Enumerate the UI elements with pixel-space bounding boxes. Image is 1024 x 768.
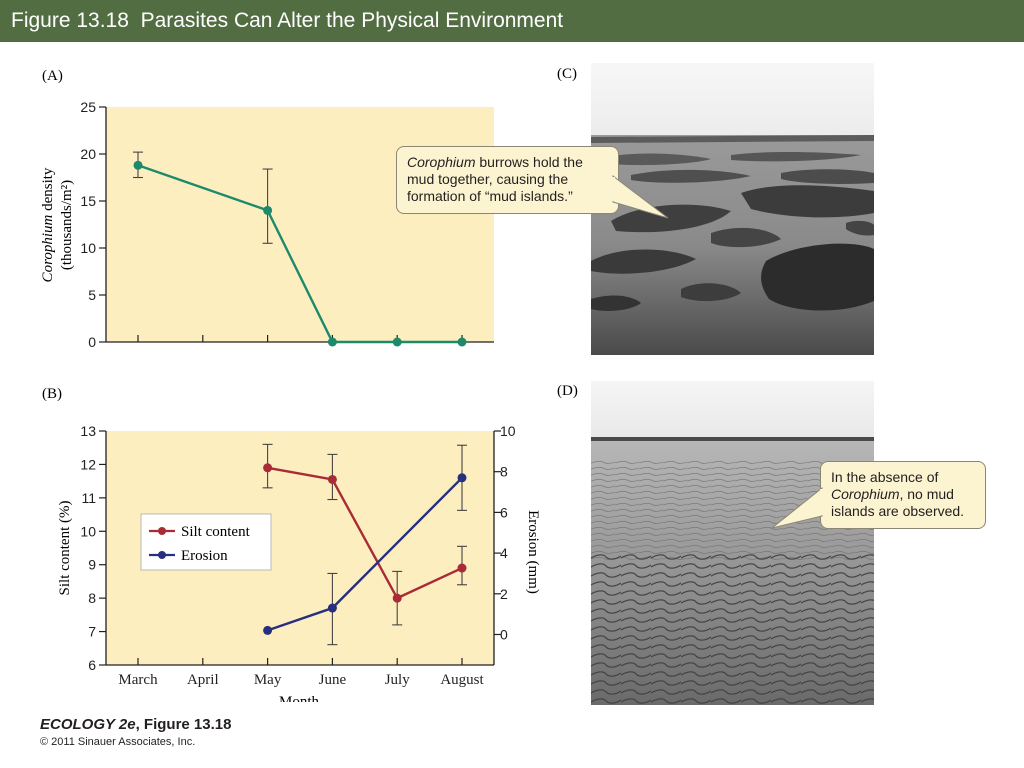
legend-erosion-marker <box>158 551 166 559</box>
chart-b-y2label: Erosion (mm) <box>525 510 541 594</box>
slide-title: Figure 13.18 Parasites Can Alter the Phy… <box>0 0 1024 42</box>
footer-book-italic: ECOLOGY 2e <box>40 716 136 733</box>
chart-a-ylabel-rest: density <box>40 167 56 215</box>
chart-b-y2tick-label: 4 <box>500 545 508 561</box>
chart-b-xtick-label: April <box>187 672 219 688</box>
chart-b-ytick-label: 13 <box>80 423 96 439</box>
chart-a-ytick-label: 0 <box>88 334 96 350</box>
chart-b-data-point <box>263 463 273 473</box>
chart-b-series-line <box>267 466 463 600</box>
footer-book-title: ECOLOGY 2e, Figure 13.18 <box>40 716 231 733</box>
legend-box <box>140 513 272 571</box>
callout-d-prefix: In the absence of <box>831 469 939 485</box>
chart-a-data-point <box>133 160 143 170</box>
chart-b-ytick-label: 10 <box>80 523 96 539</box>
chart-b-y2tick-label: 6 <box>500 504 508 520</box>
chart-b-ytick-label: 6 <box>88 657 96 673</box>
chart-b-ytick-label: 11 <box>81 490 96 506</box>
photo-mud-islands <box>591 63 874 355</box>
legend-silt-label: Silt content <box>181 524 251 540</box>
chart-a-ylabel-line2: (thousands/m²) <box>59 180 75 270</box>
chart-b-ytick-label: 12 <box>80 456 96 472</box>
chart-b-ytick-label: 8 <box>88 590 96 606</box>
chart-a-data-point <box>457 337 467 347</box>
chart-b-data-point <box>327 474 337 484</box>
chart-b-xtick-label: March <box>118 672 158 688</box>
chart-b-ytick-label: 7 <box>88 624 96 640</box>
chart-a-data-point <box>392 337 402 347</box>
callout-c-italic: Corophium <box>407 154 476 170</box>
chart-b-y2tick-label: 10 <box>500 423 516 439</box>
panel-label-b: (B) <box>42 386 62 402</box>
chart-b-y2tick-label: 8 <box>500 464 508 480</box>
callout-c-text: burrows hold the mud together, causing t… <box>407 154 583 204</box>
chart-b-data-point <box>457 473 467 483</box>
panel-label-a: (A) <box>42 68 63 84</box>
chart-a-ytick-label: 5 <box>88 287 96 303</box>
chart-b-data-point <box>457 563 467 573</box>
chart-a-ylabel: Corophium density <box>40 167 56 282</box>
chart-a-data-point <box>327 337 337 347</box>
chart-a-ytick-label: 15 <box>80 193 96 209</box>
chart-a-plot-area <box>106 107 494 342</box>
chart-a-ytick-label: 25 <box>80 99 96 115</box>
chart-b-xtick-label: June <box>319 672 347 688</box>
chart-b-xtick-label: July <box>385 672 411 688</box>
photo-rippled-mudflat <box>591 381 874 705</box>
legend-silt-marker <box>158 527 166 535</box>
chart-b-data-point <box>327 603 337 613</box>
chart-a-ytick-label: 10 <box>80 240 96 256</box>
chart-b-xtick-label: May <box>254 672 282 688</box>
chart-b-y2tick-label: 0 <box>500 626 508 642</box>
legend-erosion-label: Erosion <box>181 548 228 564</box>
callout-d-pointer <box>771 486 824 529</box>
callout-d-suffix: , no mud islands are observed. <box>831 486 965 519</box>
chart-b-legend: Silt content Erosion <box>140 513 272 571</box>
callout-c-pointer <box>612 174 669 219</box>
callout-d-italic: Corophium <box>831 486 900 502</box>
footer-copyright: © 2011 Sinauer Associates, Inc. <box>40 736 196 748</box>
chart-b-data-point <box>392 593 402 603</box>
chart-b-data-point <box>263 625 273 635</box>
callout-no-mud-islands: In the absence of Corophium, no mud isla… <box>820 461 986 529</box>
chart-b-ytick-label: 9 <box>88 557 96 573</box>
chart-a-ylabel-italic: Corophium <box>40 214 56 282</box>
chart-b-xlabel: Month <box>279 694 320 702</box>
chart-b-xtick-label: August <box>440 672 484 688</box>
chart-a-ytick-label: 20 <box>80 146 96 162</box>
chart-b-ylabel: Silt content (%) <box>57 501 73 596</box>
callout-mud-islands: Corophium burrows hold the mud together,… <box>396 146 619 214</box>
footer-book-rest: , Figure 13.18 <box>135 716 232 733</box>
panel-label-c: (C) <box>557 66 577 82</box>
chart-a-data-point <box>263 205 273 215</box>
panel-label-d: (D) <box>557 383 578 399</box>
chart-b-y2tick-label: 2 <box>500 586 508 602</box>
